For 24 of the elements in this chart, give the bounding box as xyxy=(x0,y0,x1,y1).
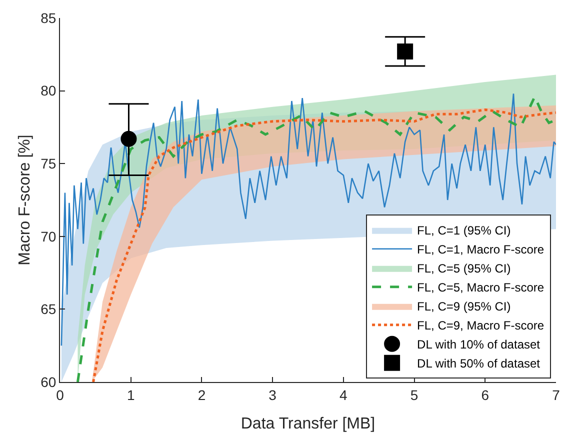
legend-label: FL, C=1 (95% CI) xyxy=(417,224,511,238)
x-tick-label: 1 xyxy=(126,386,135,403)
x-tick-label: 6 xyxy=(481,386,490,403)
legend-label: FL, C=1, Macro F-score xyxy=(417,242,544,257)
y-tick-label: 70 xyxy=(40,228,56,244)
legend-label: DL with 50% of dataset xyxy=(417,356,541,371)
legend-label: FL, C=9 (95% CI) xyxy=(417,300,511,314)
x-axis-title: Data Transfer [MB] xyxy=(240,416,376,432)
y-axis-title: Macro F-score [%] xyxy=(16,134,34,266)
x-tick-label: 2 xyxy=(198,386,206,403)
y-tick-label: 75 xyxy=(40,156,56,172)
legend-label: FL, C=5, Macro F-score xyxy=(417,280,544,295)
x-tick-label: 3 xyxy=(268,386,277,403)
y-tick-label: 65 xyxy=(40,301,56,318)
x-tick-label: 0 xyxy=(56,386,64,403)
legend-label: FL, C=5 (95% CI) xyxy=(417,262,511,276)
x-tick-label: 7 xyxy=(552,386,560,403)
legend-label: DL with 10% of dataset xyxy=(417,338,541,352)
y-tick-label: 80 xyxy=(40,82,56,99)
x-tick-label: 4 xyxy=(340,386,348,403)
x-tick-label: 5 xyxy=(410,386,418,403)
y-tick-label: 60 xyxy=(40,374,56,390)
y-tick-label: 85 xyxy=(40,10,56,26)
legend-label: FL, C=9, Macro F-score xyxy=(417,318,544,333)
